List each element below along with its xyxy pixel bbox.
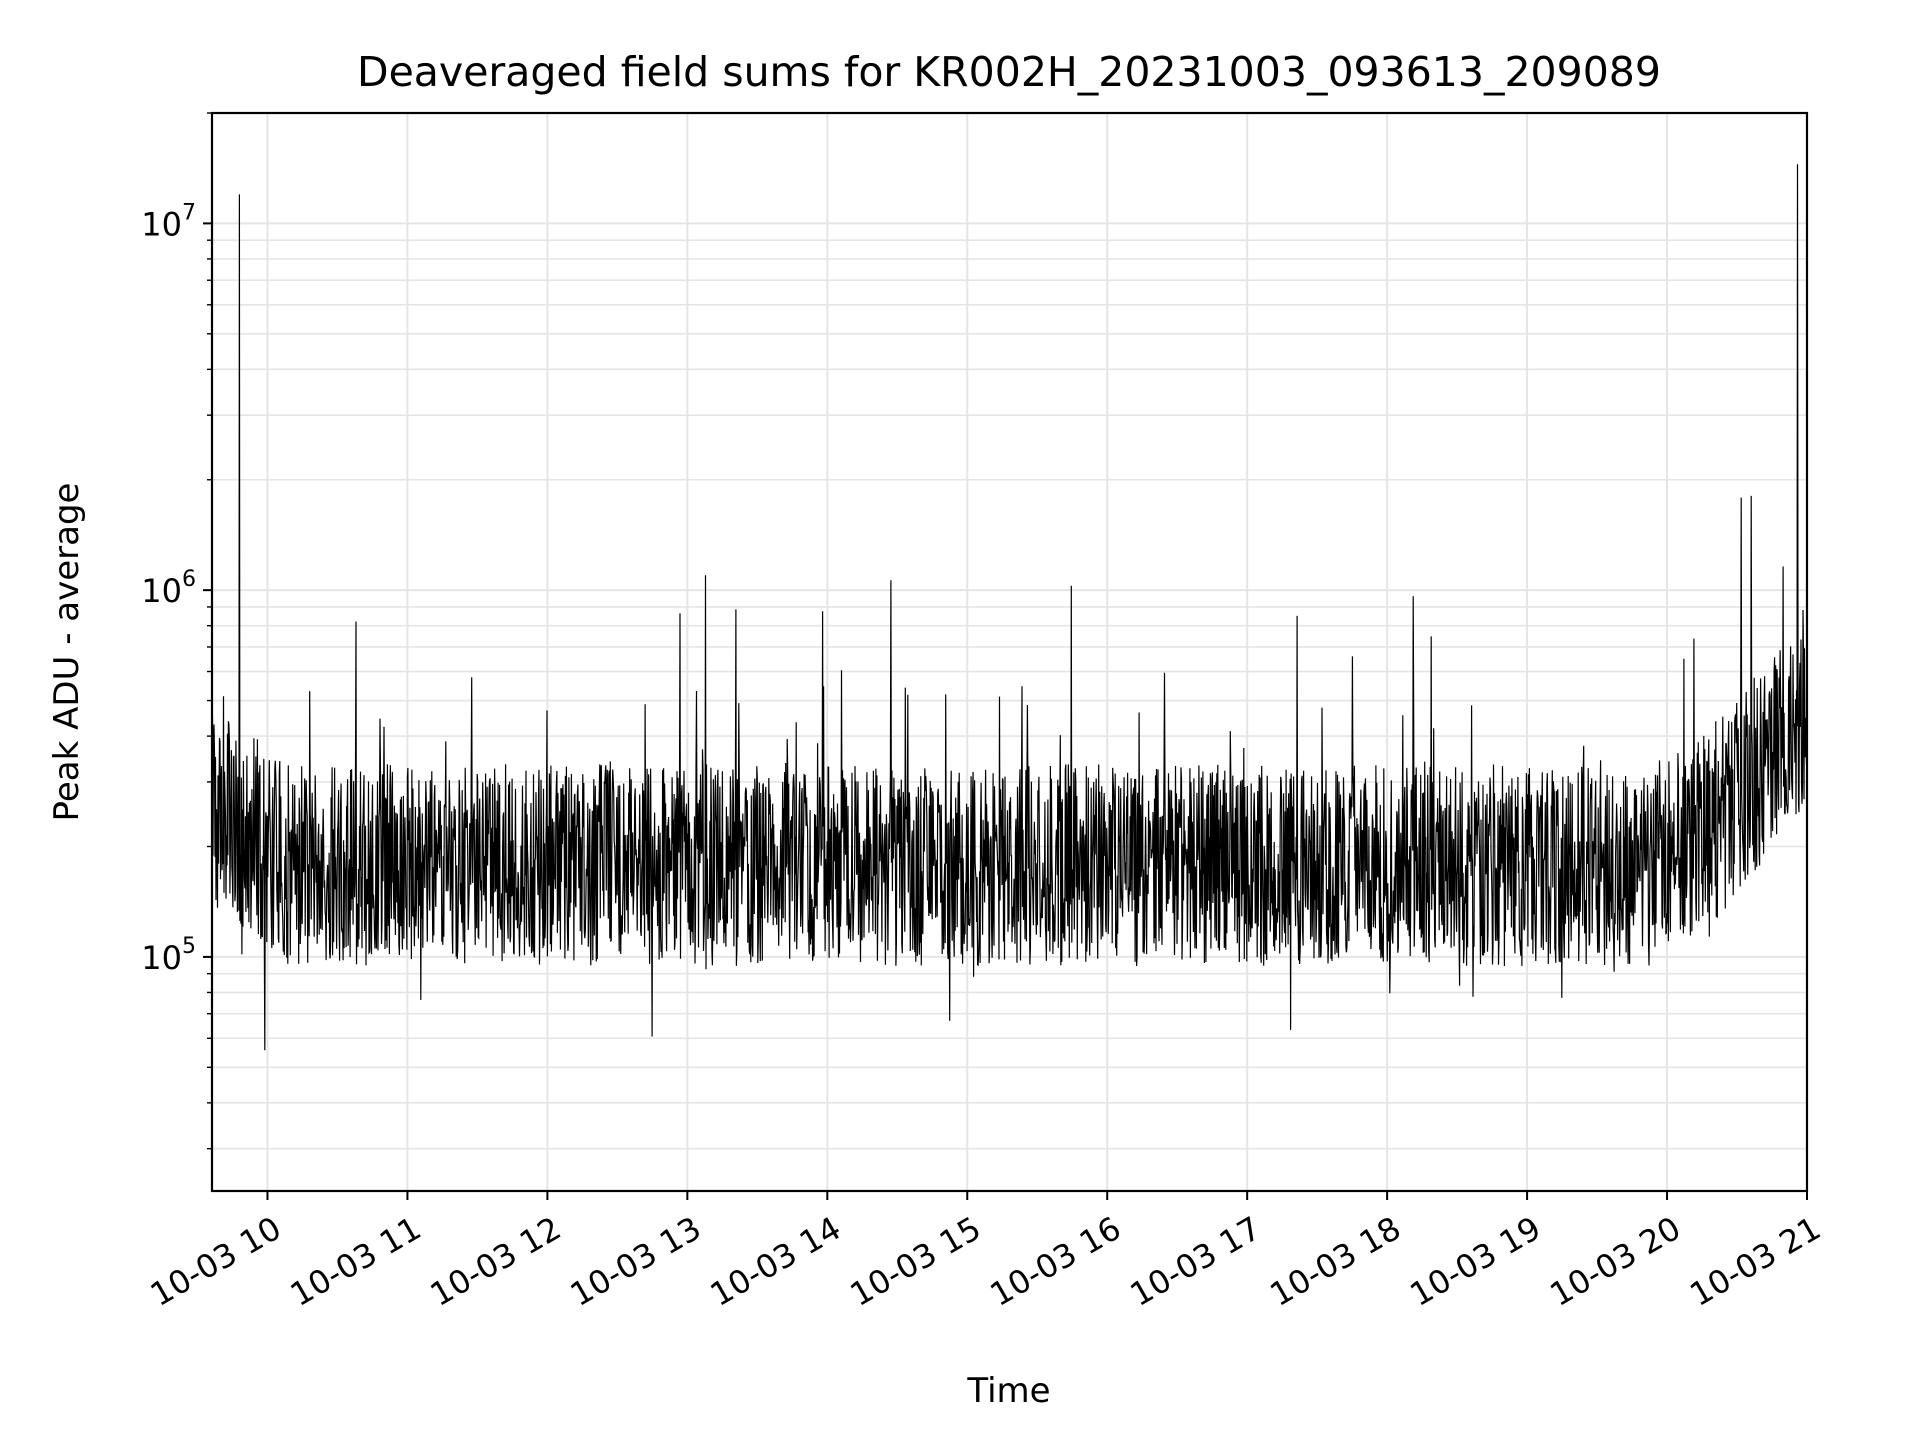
x-tick-label: 10-03 21 xyxy=(1683,1209,1827,1314)
x-axis-label: Time xyxy=(966,1371,1050,1411)
x-tick-label: 10-03 12 xyxy=(424,1209,568,1314)
y-axis-label: Peak ADU - average xyxy=(47,483,87,822)
y-tick-label-exponent: 5 xyxy=(182,934,196,959)
y-tick-label-base: 10 xyxy=(141,939,182,977)
y-tick-label: 107 xyxy=(141,200,196,243)
y-tick-label-exponent: 7 xyxy=(182,200,196,225)
x-tick-label: 10-03 11 xyxy=(284,1209,428,1314)
x-tick-label: 10-03 10 xyxy=(144,1209,288,1314)
y-tick-label: 105 xyxy=(141,934,196,977)
x-tick-label: 10-03 13 xyxy=(564,1209,708,1314)
y-tick-label-exponent: 6 xyxy=(182,567,196,592)
y-tick-label-base: 10 xyxy=(141,572,182,610)
x-tick-label: 10-03 19 xyxy=(1403,1209,1547,1314)
x-tick-label: 10-03 14 xyxy=(704,1209,848,1314)
data-layer xyxy=(211,164,1808,1051)
x-tick-label: 10-03 18 xyxy=(1264,1209,1408,1314)
plot-frame xyxy=(210,111,1809,1193)
x-tick-label: 10-03 20 xyxy=(1543,1209,1687,1314)
grid xyxy=(212,112,1808,1191)
chart-title: Deaveraged field sums for KR002H_2023100… xyxy=(357,48,1661,96)
y-tick-label-base: 10 xyxy=(141,205,182,243)
y-tick-label: 106 xyxy=(141,567,196,610)
series-line xyxy=(211,164,1808,1051)
x-tick-label: 10-03 16 xyxy=(984,1209,1128,1314)
x-tick-label: 10-03 17 xyxy=(1124,1209,1268,1314)
x-tick-label: 10-03 15 xyxy=(844,1209,988,1314)
